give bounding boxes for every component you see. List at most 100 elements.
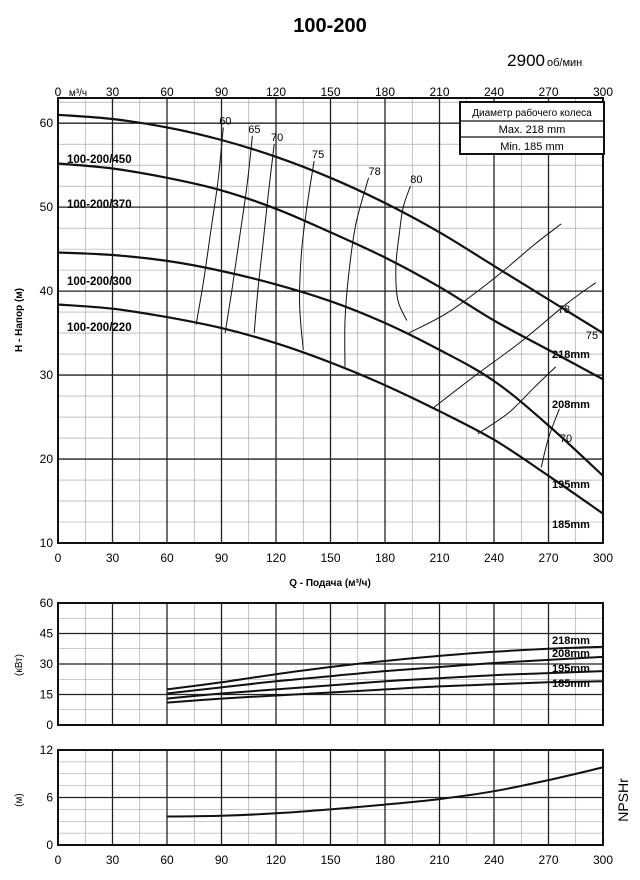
efficiency-line bbox=[299, 160, 315, 350]
efficiency-label: 60 bbox=[219, 115, 231, 127]
legend-heading: Диаметр рабочего колеса bbox=[472, 107, 592, 119]
power-curve-195mm bbox=[166, 670, 604, 700]
efficiency-line bbox=[395, 186, 411, 321]
y-tick-label: 20 bbox=[40, 452, 54, 466]
diameter-label: 185mm bbox=[552, 519, 590, 531]
power-diameter-label: 218mm bbox=[552, 635, 590, 647]
legend-min: Min. 185 mm bbox=[500, 141, 564, 153]
efficiency-label: 78 bbox=[369, 166, 381, 178]
efficiency-label: 75 bbox=[312, 149, 324, 161]
y-tick-label: 15 bbox=[40, 688, 54, 702]
efficiency-label: 65 bbox=[248, 124, 260, 136]
legend-max: Max. 218 mm bbox=[499, 124, 566, 136]
y-tick-label: 0 bbox=[46, 718, 53, 732]
plot-frame bbox=[57, 602, 604, 726]
efficiency-line bbox=[408, 223, 562, 334]
plot-frame bbox=[57, 97, 604, 544]
efficiency-line bbox=[195, 127, 224, 325]
top-x-tick-label: 30 bbox=[106, 85, 120, 99]
x-tick-label: 150 bbox=[320, 551, 340, 565]
y-tick-label: 50 bbox=[40, 200, 54, 214]
speed-label: 2900 bbox=[507, 51, 545, 70]
efficiency-line bbox=[253, 144, 275, 334]
x-tick-label: 120 bbox=[266, 853, 286, 867]
power-curve-218mm bbox=[166, 645, 604, 691]
top-x-tick-label: 0 bbox=[55, 85, 62, 99]
y-tick-label: 45 bbox=[40, 627, 54, 641]
head-curve-195mm bbox=[57, 251, 604, 477]
x-tick-label: 0 bbox=[55, 853, 62, 867]
efficiency-line bbox=[431, 282, 596, 410]
y-tick-label: 60 bbox=[40, 596, 54, 610]
top-x-tick-label: 150 bbox=[320, 85, 340, 99]
y-tick-label: 0 bbox=[46, 838, 53, 852]
impeller-label: 100-200/450 bbox=[67, 154, 132, 166]
diameter-label: 218mm bbox=[552, 349, 590, 361]
x-tick-label: 90 bbox=[215, 853, 229, 867]
x-tick-label: 120 bbox=[266, 551, 286, 565]
power-curve-185mm bbox=[166, 680, 604, 704]
power-axis-label: (кВт) bbox=[14, 654, 25, 676]
head-curve-218mm bbox=[57, 113, 604, 335]
top-x-tick-label: 210 bbox=[429, 85, 449, 99]
x-tick-label: 180 bbox=[375, 551, 395, 565]
x-tick-label: 210 bbox=[429, 853, 449, 867]
x-tick-label: 150 bbox=[320, 853, 340, 867]
power-diameter-label: 195mm bbox=[552, 663, 590, 675]
efficiency-line bbox=[477, 366, 557, 435]
x-axis-label: Q - Подача (м³/ч) bbox=[289, 578, 371, 589]
x-tick-label: 60 bbox=[160, 551, 174, 565]
x-tick-label: 240 bbox=[484, 551, 504, 565]
efficiency-line bbox=[224, 135, 253, 334]
top-axis-unit: м³/ч bbox=[69, 88, 87, 99]
efficiency-label: 75 bbox=[586, 330, 598, 342]
speed-unit: об/мин bbox=[547, 57, 582, 69]
head-curve-208mm bbox=[57, 162, 604, 381]
power-diameter-label: 208mm bbox=[552, 648, 590, 660]
x-tick-label: 240 bbox=[484, 853, 504, 867]
top-x-tick-label: 180 bbox=[375, 85, 395, 99]
x-tick-label: 210 bbox=[429, 551, 449, 565]
efficiency-line bbox=[540, 408, 560, 468]
y-tick-label: 10 bbox=[40, 536, 54, 550]
y-tick-label: 6 bbox=[46, 791, 53, 805]
head-axis-label: H - Напор (м) bbox=[14, 288, 25, 352]
efficiency-label: 70 bbox=[560, 433, 572, 445]
x-tick-label: 30 bbox=[106, 551, 120, 565]
power-diameter-label: 185mm bbox=[552, 678, 590, 690]
npshr-side-label: NPSHr bbox=[615, 778, 631, 822]
x-tick-label: 30 bbox=[106, 853, 120, 867]
top-x-tick-label: 120 bbox=[266, 85, 286, 99]
x-tick-label: 300 bbox=[593, 551, 613, 565]
npsh-axis-label: (м) bbox=[14, 793, 25, 807]
efficiency-label: 70 bbox=[271, 132, 283, 144]
efficiency-label: 80 bbox=[410, 174, 422, 186]
impeller-label: 100-200/370 bbox=[67, 199, 132, 211]
efficiency-line bbox=[344, 177, 370, 367]
top-x-tick-label: 60 bbox=[160, 85, 174, 99]
head-curve-185mm bbox=[57, 303, 604, 515]
y-tick-label: 60 bbox=[40, 116, 54, 130]
x-tick-label: 0 bbox=[55, 551, 62, 565]
impeller-diameter-legend: Диаметр рабочего колеса Max. 218 mm Min.… bbox=[459, 101, 605, 155]
diameter-label: 208mm bbox=[552, 399, 590, 411]
x-tick-label: 60 bbox=[160, 853, 174, 867]
impeller-label: 100-200/300 bbox=[67, 276, 132, 288]
y-tick-label: 30 bbox=[40, 657, 54, 671]
y-tick-label: 40 bbox=[40, 284, 54, 298]
top-x-tick-label: 240 bbox=[484, 85, 504, 99]
impeller-label: 100-200/220 bbox=[67, 322, 132, 334]
y-tick-label: 12 bbox=[40, 743, 54, 757]
top-x-tick-label: 90 bbox=[215, 85, 229, 99]
x-tick-label: 270 bbox=[538, 551, 558, 565]
diameter-label: 195mm bbox=[552, 479, 590, 491]
x-tick-label: 270 bbox=[538, 853, 558, 867]
x-tick-label: 300 bbox=[593, 853, 613, 867]
y-tick-label: 30 bbox=[40, 368, 54, 382]
top-x-tick-label: 300 bbox=[593, 85, 613, 99]
npshr-curve bbox=[166, 766, 604, 818]
plot-frame bbox=[57, 749, 604, 846]
